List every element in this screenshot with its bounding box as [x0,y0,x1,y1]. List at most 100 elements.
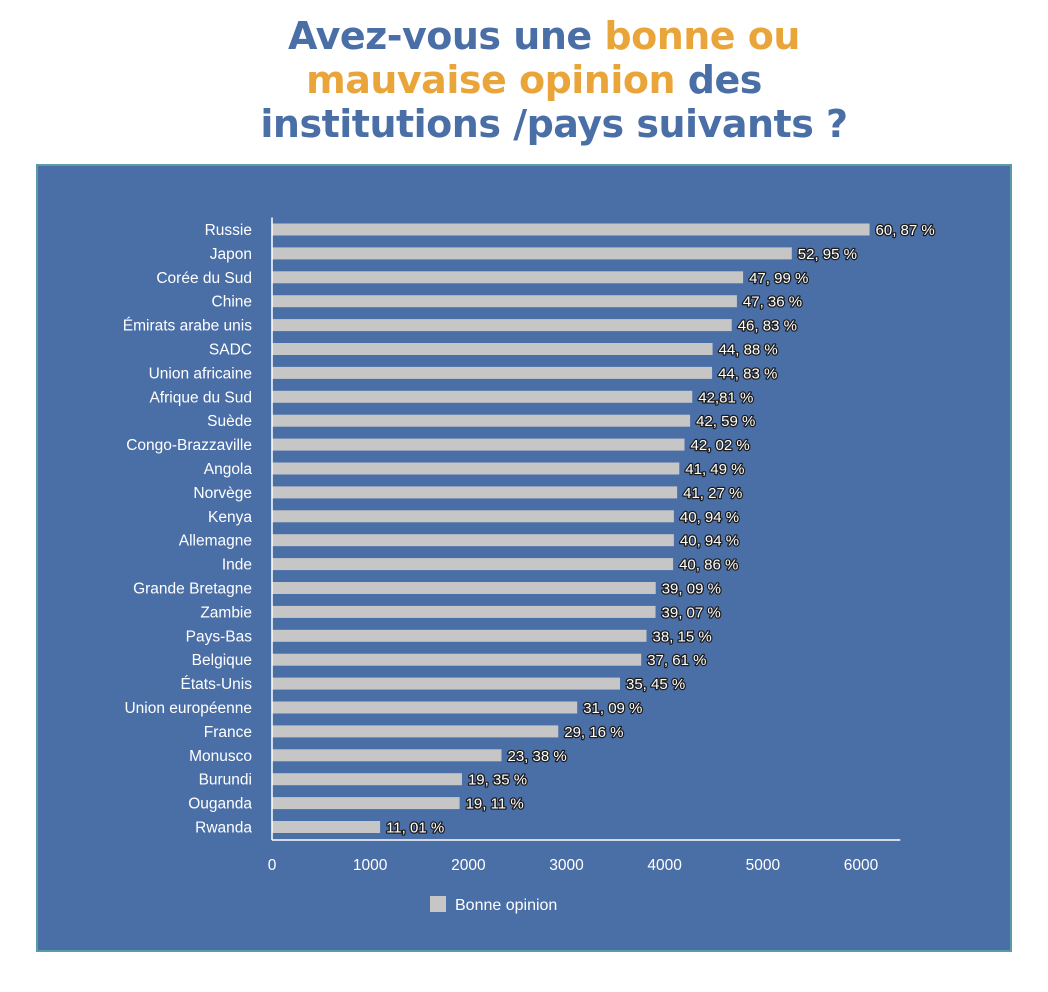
data-label: 40, 94 % [680,509,739,526]
bar [272,462,680,475]
data-label: 38, 15 % [653,628,712,645]
category-label: Burundi [199,772,252,789]
bar [272,510,674,523]
bar [272,438,685,451]
category-label: Émirats arabe unis [123,318,252,335]
category-label: Union africaine [149,365,252,382]
bar [272,749,502,762]
legend-label: Bonne opinion [455,897,557,914]
x-tick-label: 6000 [844,857,879,874]
data-label: 35, 45 % [626,676,685,693]
bar [272,582,656,594]
chart-title: Avez-vous une bonne ou mauvaise opinion … [0,14,1048,146]
x-tick-label: 5000 [746,857,781,874]
title-part-5: institutions /pays suivants ? [260,102,848,146]
bar [272,223,870,236]
category-label: Zambie [200,604,252,621]
data-label: 29, 16 % [564,724,623,741]
category-label: Grande Bretagne [133,581,252,598]
bar [272,390,693,403]
data-label: 42,81 % [698,389,753,406]
bar [272,558,674,571]
bar [272,725,559,738]
bar [272,271,744,284]
data-label: 42, 59 % [696,413,755,430]
title-part-3: mauvaise opinion [306,58,676,102]
bar [272,677,621,690]
data-label: 42, 02 % [690,437,749,454]
x-tick-label: 4000 [647,857,682,874]
category-label: Pays-Bas [186,628,253,645]
category-label: Monusco [189,748,252,765]
x-tick-label: 3000 [549,857,584,874]
category-label: Kenya [208,509,252,526]
bar [272,247,792,260]
category-label: Rwanda [195,820,252,837]
data-label: 31, 09 % [583,700,642,717]
value-labels: 60, 87 % 52, 95 % 47, 99 % 47, 36 % 46, 83 %… [385,221,936,838]
data-label: 11, 01 % [386,820,444,837]
title-part-4: des [675,58,763,102]
category-label: Russie [205,222,252,239]
category-labels: Russie Japon Corée du Sud Chine Émirats arab… [123,222,253,837]
bar [272,701,578,714]
data-label: 37, 61 % [647,652,706,669]
category-label: Ouganda [188,796,252,813]
bar [272,414,691,427]
data-label: 47, 36 % [743,294,802,311]
category-label: Japon [210,246,252,263]
legend: Bonne opinion [430,896,557,914]
bar [272,653,642,666]
x-tick-label: 0 [268,857,277,874]
bar [272,605,656,618]
bar [272,295,737,308]
data-label: 60, 87 % [876,222,935,239]
data-label: 44, 88 % [719,342,778,359]
x-tick-label: 2000 [451,857,486,874]
category-label: Congo-Brazzaville [126,437,252,454]
data-label: 39, 09 % [662,581,721,598]
data-label: 47, 99 % [749,270,808,287]
bar [272,366,713,379]
data-label: 40, 94 % [680,533,739,550]
data-label: 52, 95 % [798,246,857,263]
category-label: Afrique du Sud [149,389,252,406]
category-label: Chine [212,294,253,311]
title-part-1: Avez-vous une [288,14,605,58]
category-label: Corée du Sud [156,270,252,287]
bar [272,534,674,547]
category-label: Norvège [193,485,252,502]
bar [272,821,381,833]
legend-swatch [430,896,446,912]
category-label: Union européenne [124,700,252,717]
bar [272,486,678,499]
category-label: SADC [209,342,252,359]
category-label: France [204,724,252,741]
data-label: 19, 35 % [468,772,527,789]
title-part-2: bonne ou [604,14,800,58]
category-label: Allemagne [179,533,252,550]
data-label: 23, 38 % [508,748,567,765]
data-label: 39, 07 % [662,604,721,621]
category-label: Inde [222,557,252,574]
bar [272,773,462,786]
category-label: Suède [207,413,252,430]
x-axis: 0 1000 2000 3000 4000 5000 6000 [268,217,901,874]
data-label: 41, 49 % [685,461,744,478]
bars-group [272,223,870,833]
data-label: 46, 83 % [738,318,797,335]
bar-chart: Russie Japon Corée du Sud Chine Émirats arab… [123,217,936,914]
category-label: États-Unis [181,676,253,693]
chart-panel: Russie Japon Corée du Sud Chine Émirats arab… [36,164,1012,952]
bar [272,629,647,642]
category-label: Angola [204,461,253,478]
data-label: 19, 11 % [466,796,524,813]
data-label: 41, 27 % [683,485,742,502]
data-label: 40, 86 % [679,557,738,574]
bar [272,319,732,332]
data-label: 44, 83 % [718,365,777,382]
x-tick-label: 1000 [353,857,388,874]
bar [272,343,713,355]
bar [272,797,460,810]
category-label: Belgique [192,652,252,669]
